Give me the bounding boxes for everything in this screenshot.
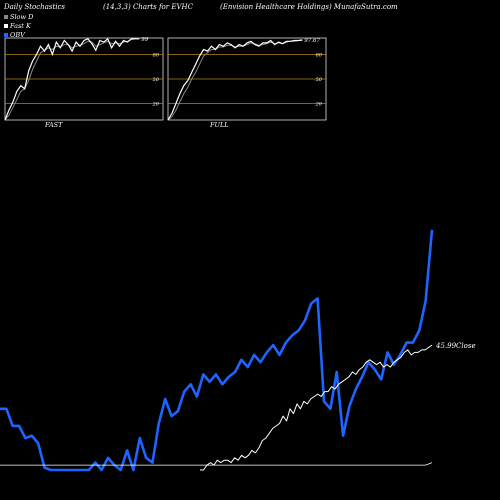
full-level-label-20: 20 [315,102,323,108]
legend-swatch-slow-d [4,15,8,19]
full-level-label-80: 80 [316,52,323,58]
legend-label-fast-k: Fast K [10,22,31,30]
legend-slow-d: Slow D [4,13,33,21]
full-last-value: 97.67 [304,38,320,44]
legend-fast-k: Fast K [4,22,31,30]
main-series-fast-k [0,462,433,466]
fast-series-fast-k [4,37,140,121]
legend-obv: OBV [4,31,25,39]
fast-level-label-80: 80 [153,52,160,58]
header-center: (14,3,3) Charts for EVHC [103,3,193,11]
full-series-fast-k [167,39,303,121]
full-panel-label: FULL [210,121,229,129]
fast-last-value: 99 [141,37,148,43]
fast-panel-label: FAST [45,121,63,129]
legend-swatch-fast-k [4,24,8,28]
fast-level-label-20: 20 [152,102,160,108]
legend-swatch-obv [4,33,8,37]
fast-level-label-50: 50 [153,77,160,83]
main-series-obv [0,229,434,472]
main-series-close [200,344,433,471]
close-value-label: 45.99Close [435,342,476,350]
header-right: (Envision Healthcare Holdings) MunafaSut… [220,3,398,11]
header-left: Daily Stochastics [4,3,66,11]
legend-label-obv: OBV [10,31,25,39]
full-level-label-50: 50 [316,77,323,83]
legend-label-slow-d: Slow D [10,13,34,21]
